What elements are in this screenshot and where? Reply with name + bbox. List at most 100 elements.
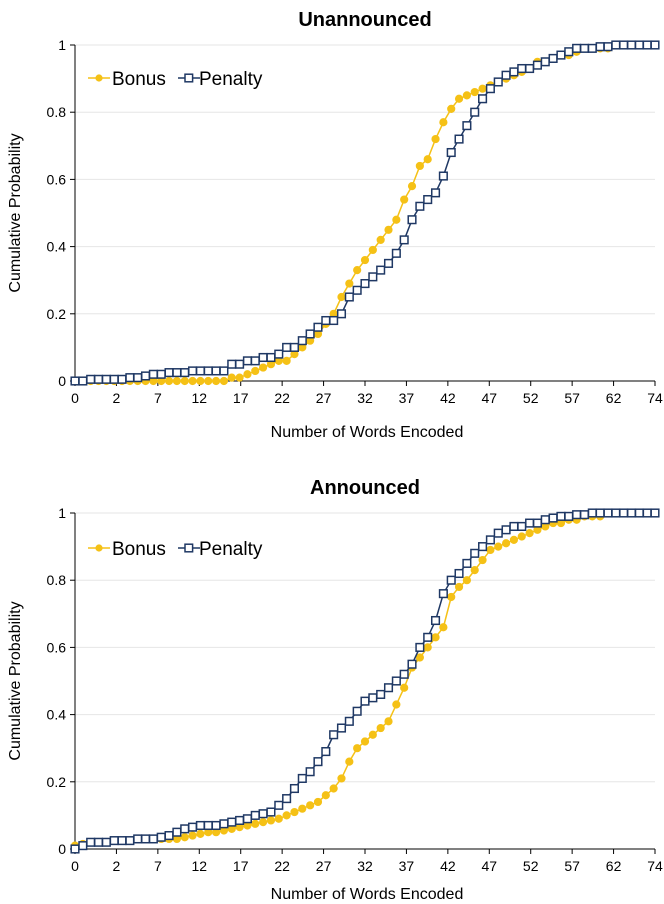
- y-tick-label: 0.8: [47, 104, 67, 120]
- data-point: [431, 134, 440, 144]
- data-point: [454, 94, 464, 103]
- data-point: [258, 352, 268, 363]
- data-point: [399, 669, 409, 679]
- data-point: [415, 201, 425, 211]
- data-point: [70, 844, 80, 854]
- data-point: [478, 84, 487, 93]
- data-point: [486, 545, 495, 555]
- y-axis-label: Cumulative Probability: [7, 601, 24, 760]
- data-point: [195, 366, 205, 376]
- data-point: [305, 329, 315, 339]
- data-point: [313, 322, 323, 332]
- x-tick-label: 37: [399, 858, 415, 874]
- data-point: [634, 40, 644, 50]
- data-point: [501, 70, 511, 80]
- data-point: [493, 77, 503, 87]
- data-point: [305, 767, 315, 777]
- data-point: [619, 40, 629, 50]
- data-point: [438, 171, 448, 181]
- data-point: [329, 315, 339, 326]
- data-point: [485, 535, 495, 545]
- x-tick-label: 27: [316, 858, 332, 874]
- data-point: [462, 558, 472, 568]
- data-point: [86, 837, 96, 847]
- data-point: [204, 376, 213, 386]
- series-line: [75, 44, 655, 382]
- data-point: [438, 589, 448, 599]
- data-point: [290, 807, 299, 817]
- data-point: [289, 342, 300, 352]
- x-tick-label: 42: [440, 390, 456, 406]
- data-point: [415, 642, 425, 652]
- data-point: [532, 60, 542, 70]
- y-tick-label: 0.6: [47, 639, 67, 655]
- data-point: [344, 716, 354, 726]
- data-point: [595, 508, 605, 518]
- legend: Bonus Penalty: [88, 69, 263, 90]
- data-point: [650, 508, 660, 518]
- data-point: [282, 794, 292, 804]
- data-point: [227, 373, 236, 382]
- x-tick-label: 42: [440, 858, 456, 874]
- data-point: [195, 820, 205, 831]
- data-point: [494, 542, 503, 551]
- series-bonus: [70, 40, 660, 386]
- x-axis-label: Number of Words Encoded: [271, 886, 464, 903]
- data-point: [321, 747, 331, 757]
- y-tick-label: 0.2: [47, 306, 67, 322]
- data-point: [470, 107, 480, 117]
- data-point: [78, 841, 88, 851]
- data-point: [86, 374, 96, 384]
- data-point: [156, 832, 166, 842]
- legend-penalty-label: Penalty: [199, 539, 263, 560]
- legend-bonus-label: Bonus: [112, 539, 166, 560]
- x-tick-label: 47: [481, 390, 497, 406]
- data-point: [587, 43, 597, 53]
- y-tick-label: 0.4: [47, 239, 67, 255]
- data-point: [282, 811, 291, 820]
- data-point: [478, 542, 488, 552]
- data-point: [78, 376, 88, 386]
- data-point: [313, 797, 323, 807]
- data-point: [266, 816, 276, 825]
- data-point: [399, 235, 409, 245]
- series-penalty: [70, 40, 660, 386]
- data-point: [376, 689, 386, 699]
- x-tick-label: 12: [191, 858, 207, 874]
- data-point: [423, 195, 433, 205]
- data-point: [258, 809, 268, 819]
- data-point: [329, 730, 339, 740]
- data-point: [140, 371, 151, 381]
- y-tick-label: 1: [58, 37, 66, 53]
- data-point: [266, 807, 276, 817]
- data-point: [188, 376, 197, 386]
- data-point: [274, 814, 283, 823]
- data-point: [306, 801, 315, 810]
- data-point: [611, 40, 621, 50]
- chart-title: Announced: [310, 477, 420, 499]
- legend-penalty-marker: [184, 543, 194, 553]
- data-point: [352, 285, 362, 295]
- data-point: [407, 182, 417, 191]
- data-point: [188, 366, 198, 376]
- data-point: [133, 373, 143, 383]
- data-point: [242, 356, 252, 366]
- x-tick-label: 2: [113, 390, 121, 406]
- data-point: [321, 791, 330, 800]
- data-point: [611, 508, 621, 518]
- data-point: [251, 819, 260, 828]
- x-axis-label: Number of Words Encoded: [271, 424, 464, 441]
- data-point: [462, 121, 472, 131]
- data-point: [101, 837, 111, 847]
- data-point: [289, 783, 300, 794]
- x-tick-label: 0: [71, 390, 79, 406]
- data-point: [376, 265, 386, 275]
- data-point: [297, 773, 307, 783]
- data-point: [493, 528, 503, 538]
- x-tick-label: 32: [357, 390, 373, 406]
- chart-title: Unannounced: [298, 9, 431, 31]
- data-point: [164, 376, 174, 386]
- data-point: [211, 376, 221, 386]
